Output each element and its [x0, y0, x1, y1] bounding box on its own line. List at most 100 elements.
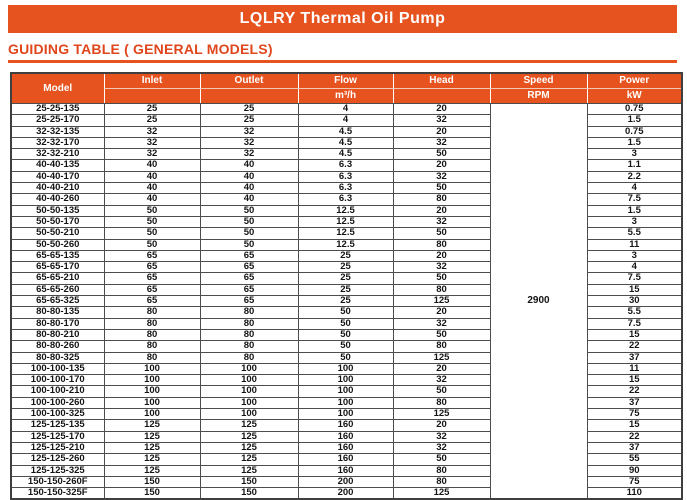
cell-outlet: 25: [199, 102, 299, 116]
cell-outlet: 32: [199, 148, 299, 161]
cell-model: 65-65-260: [10, 283, 105, 297]
cell-power: 15: [586, 283, 683, 297]
cell-inlet: 100: [103, 408, 201, 421]
cell-outlet: 32: [199, 136, 299, 150]
cell-outlet: 150: [199, 475, 299, 489]
cell-head: 20: [392, 125, 491, 138]
cell-head: 80: [392, 396, 491, 410]
cell-head: 50: [392, 148, 491, 161]
table-row: 50-50-260 50 50 12.5 80 11: [10, 238, 683, 251]
cell-head: 50: [392, 385, 491, 398]
cell-head: 32: [392, 114, 491, 127]
cell-flow: 25: [297, 261, 394, 274]
cell-flow: 50: [297, 328, 394, 342]
cell-head: 32: [392, 136, 491, 150]
heading-underline: [8, 60, 677, 63]
cell-model: 100-100-210: [10, 385, 105, 398]
cell-power: 22: [586, 430, 683, 443]
cell-head: 20: [392, 102, 491, 116]
table-row: 80-80-260 80 80 50 80 22: [10, 340, 683, 353]
cell-model: 80-80-170: [10, 317, 105, 330]
cell-power: 1.1: [586, 159, 683, 172]
cell-head: 20: [392, 419, 491, 432]
cell-power: 22: [586, 385, 683, 398]
cell-outlet: 50: [199, 204, 299, 217]
cell-flow: 50: [297, 317, 394, 330]
cell-flow: 50: [297, 306, 394, 319]
cell-model: 65-65-170: [10, 261, 105, 274]
cell-power: 75: [586, 408, 683, 421]
cell-flow: 4: [297, 114, 394, 127]
cell-flow: 100: [297, 362, 394, 376]
cell-inlet: 32: [103, 136, 201, 150]
cell-head: 80: [392, 464, 491, 477]
table-row: 125-125-325 125 125 160 80 90: [10, 464, 683, 477]
cell-inlet: 65: [103, 295, 201, 308]
header-speed-unit: RPM: [489, 88, 588, 104]
cell-flow: 100: [297, 396, 394, 410]
cell-outlet: 40: [199, 182, 299, 195]
cell-model: 80-80-210: [10, 328, 105, 342]
cell-inlet: 65: [103, 249, 201, 263]
cell-inlet: 40: [103, 182, 201, 195]
cell-head: 125: [392, 408, 491, 421]
cell-model: 32-32-170: [10, 136, 105, 150]
cell-power: 3: [586, 148, 683, 161]
table-row: 50-50-210 50 50 12.5 50 5.5: [10, 227, 683, 240]
cell-model: 65-65-210: [10, 272, 105, 285]
table-row: 40-40-135 40 40 6.3 20 1.1: [10, 159, 683, 172]
cell-outlet: 125: [199, 419, 299, 432]
cell-power: 55: [586, 453, 683, 466]
cell-outlet: 65: [199, 283, 299, 297]
cell-head: 32: [392, 170, 491, 184]
cell-flow: 6.3: [297, 193, 394, 206]
cell-outlet: 125: [199, 441, 299, 455]
cell-flow: 25: [297, 283, 394, 297]
table-row: 65-65-260 65 65 25 80 15: [10, 283, 683, 297]
table-row: 125-125-210 125 125 160 32 37: [10, 441, 683, 455]
cell-head: 50: [392, 182, 491, 195]
cell-model: 150-150-325F: [10, 487, 105, 500]
cell-power: 22: [586, 340, 683, 353]
cell-flow: 50: [297, 340, 394, 353]
header-outlet: Outlet: [199, 72, 299, 89]
cell-outlet: 100: [199, 374, 299, 387]
table-row: 40-40-170 40 40 6.3 32 2.2: [10, 170, 683, 184]
cell-outlet: 80: [199, 328, 299, 342]
cell-model: 25-25-170: [10, 114, 105, 127]
cell-model: 100-100-260: [10, 396, 105, 410]
cell-head: 50: [392, 227, 491, 240]
cell-inlet: 32: [103, 148, 201, 161]
cell-power: 7.5: [586, 317, 683, 330]
cell-inlet: 65: [103, 272, 201, 285]
cell-inlet: 125: [103, 453, 201, 466]
table-row: 100-100-210 100 100 100 50 22: [10, 385, 683, 398]
cell-power: 90: [586, 464, 683, 477]
cell-flow: 12.5: [297, 238, 394, 251]
cell-inlet: 65: [103, 283, 201, 297]
cell-inlet: 125: [103, 441, 201, 455]
cell-inlet: 40: [103, 170, 201, 184]
cell-head: 32: [392, 261, 491, 274]
cell-inlet: 40: [103, 193, 201, 206]
cell-head: 20: [392, 249, 491, 263]
cell-head: 20: [392, 204, 491, 217]
cell-head: 80: [392, 340, 491, 353]
cell-power: 11: [586, 362, 683, 376]
cell-model: 40-40-135: [10, 159, 105, 172]
cell-model: 80-80-135: [10, 306, 105, 319]
cell-power: 2.2: [586, 170, 683, 184]
cell-power: 1.5: [586, 136, 683, 150]
cell-flow: 200: [297, 475, 394, 489]
cell-outlet: 40: [199, 193, 299, 206]
cell-inlet: 80: [103, 317, 201, 330]
cell-flow: 160: [297, 453, 394, 466]
table-row: 40-40-260 40 40 6.3 80 7.5: [10, 193, 683, 206]
header-inlet: Inlet: [103, 72, 201, 89]
cell-outlet: 50: [199, 238, 299, 251]
cell-outlet: 80: [199, 306, 299, 319]
cell-power: 0.75: [586, 125, 683, 138]
cell-model: 80-80-260: [10, 340, 105, 353]
cell-head: 125: [392, 295, 491, 308]
